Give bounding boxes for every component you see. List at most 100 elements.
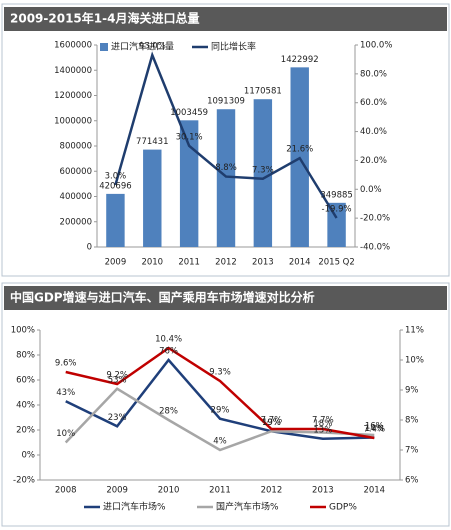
- bar: [216, 109, 236, 248]
- bar-label: 1091309: [207, 97, 245, 107]
- y-tick-label: 1000000: [54, 116, 92, 126]
- y2-tick-label: 100.0%: [360, 41, 392, 51]
- x-tick-label: 2014: [363, 486, 385, 496]
- x-tick-label: 2013: [312, 486, 334, 496]
- y-tick-label: 0: [87, 243, 92, 253]
- line: [65, 346, 375, 440]
- point-label: 7.7%: [312, 416, 334, 426]
- x-tick-label: 2014: [289, 258, 311, 268]
- point-label: 28%: [159, 407, 178, 417]
- y-tick-label: 40%: [16, 401, 35, 411]
- y-tick-label: 400000: [60, 192, 92, 202]
- legend-label: GDP%: [329, 503, 357, 513]
- chart-title: 中国GDP增速与进口汽车、国产乘用车市场增速对比分析: [10, 290, 315, 305]
- y2-tick-label: 60.0%: [360, 98, 387, 108]
- line: [64, 387, 375, 452]
- point-label: 53%: [108, 375, 127, 385]
- point-label: 76%: [159, 347, 178, 357]
- title-bar: [4, 286, 447, 310]
- x-tick-label: 2009: [106, 486, 128, 496]
- y2-tick-label: -40.0%: [360, 243, 390, 253]
- legend-swatch: [100, 43, 108, 51]
- y2-tick-label: 20.0%: [360, 156, 387, 166]
- point-label: 10%: [56, 429, 75, 439]
- y2-tick-label: 40.0%: [360, 127, 387, 137]
- y-tick-label: 100%: [11, 326, 35, 336]
- point-label: 8.8%: [215, 163, 237, 173]
- y-tick-label: 1600000: [54, 41, 92, 51]
- point-label: 9.3%: [209, 368, 231, 378]
- x-tick-label: 2012: [215, 258, 237, 268]
- point-label: 43%: [56, 388, 75, 398]
- point-label: 19%: [262, 418, 281, 428]
- bar-label: 420696: [99, 181, 131, 191]
- bar: [106, 193, 125, 247]
- point-label: 4%: [213, 437, 227, 447]
- x-tick-label: 2012: [261, 486, 283, 496]
- y2-tick-label: 6%: [405, 476, 419, 486]
- legend-label: 进口汽车进口量: [111, 41, 174, 53]
- bar-label: 1170581: [244, 87, 282, 97]
- y2-tick-label: 0.0%: [360, 185, 382, 195]
- y2-tick-label: 8%: [405, 416, 419, 426]
- point-label: 7.3%: [252, 165, 274, 175]
- y-tick-label: 80%: [16, 351, 35, 361]
- legend-label: 进口汽车市场%: [103, 501, 166, 513]
- x-tick-label: 2013: [252, 258, 274, 268]
- point-label: 9.2%: [106, 371, 128, 381]
- point-label: 19%: [262, 418, 281, 428]
- line: [65, 358, 375, 441]
- y2-tick-label: 80.0%: [360, 69, 387, 79]
- y2-tick-label: -20.0%: [360, 214, 390, 224]
- y-tick-label: -20%: [13, 476, 35, 486]
- point-label: 16%: [365, 422, 384, 432]
- bar: [327, 202, 346, 247]
- x-tick-label: 2011: [178, 258, 200, 268]
- legend-label: 同比增长率: [211, 41, 256, 53]
- title-bar: [4, 7, 447, 31]
- bar: [179, 120, 199, 247]
- y-tick-label: 200000: [60, 217, 92, 227]
- point-label: 14%: [365, 424, 384, 434]
- point-label: 10.4%: [155, 335, 182, 345]
- point-label: 7.7%: [261, 416, 283, 426]
- point-label: 30.1%: [176, 132, 203, 142]
- bar: [143, 149, 162, 247]
- point-label: 7.4%: [363, 425, 385, 435]
- y-tick-label: 1400000: [54, 66, 92, 76]
- panel: [1, 282, 450, 527]
- y2-tick-label: 7%: [405, 446, 419, 456]
- point-label: 13%: [313, 425, 332, 435]
- point-label: 93.0%: [139, 42, 166, 52]
- x-tick-label: 2015 Q2: [318, 258, 354, 268]
- x-tick-label: 2009: [105, 258, 127, 268]
- point-label: 29%: [211, 405, 230, 415]
- x-tick-label: 2010: [158, 486, 180, 496]
- y2-tick-label: 10%: [405, 356, 424, 366]
- bar-label: 1003459: [170, 108, 208, 118]
- point-label: 18%: [313, 419, 332, 429]
- chart-title: 2009-2015年1-4月海关进口总量: [10, 11, 199, 26]
- point-label: 3.0%: [105, 171, 127, 181]
- point-label: 23%: [108, 413, 127, 423]
- x-tick-label: 2008: [55, 486, 77, 496]
- y-tick-label: 20%: [16, 426, 35, 436]
- line: [114, 51, 338, 219]
- x-tick-label: 2011: [209, 486, 231, 496]
- bar-label: 771431: [136, 137, 168, 147]
- point-label: 9.6%: [55, 359, 77, 369]
- point-label: -19.9%: [322, 204, 352, 214]
- point-label: 21.6%: [286, 145, 313, 155]
- x-tick-label: 2010: [141, 258, 163, 268]
- bar-label: 1422992: [281, 55, 319, 65]
- bar: [253, 99, 273, 248]
- y-tick-label: 0%: [22, 451, 36, 461]
- legend-label: 国产汽车市场%: [216, 501, 279, 513]
- y-tick-label: 600000: [60, 167, 92, 177]
- bar-label: 349885: [320, 190, 352, 200]
- y2-tick-label: 9%: [405, 386, 419, 396]
- y-tick-label: 1200000: [54, 91, 92, 101]
- y-tick-label: 800000: [60, 142, 92, 152]
- y-tick-label: 60%: [16, 376, 35, 386]
